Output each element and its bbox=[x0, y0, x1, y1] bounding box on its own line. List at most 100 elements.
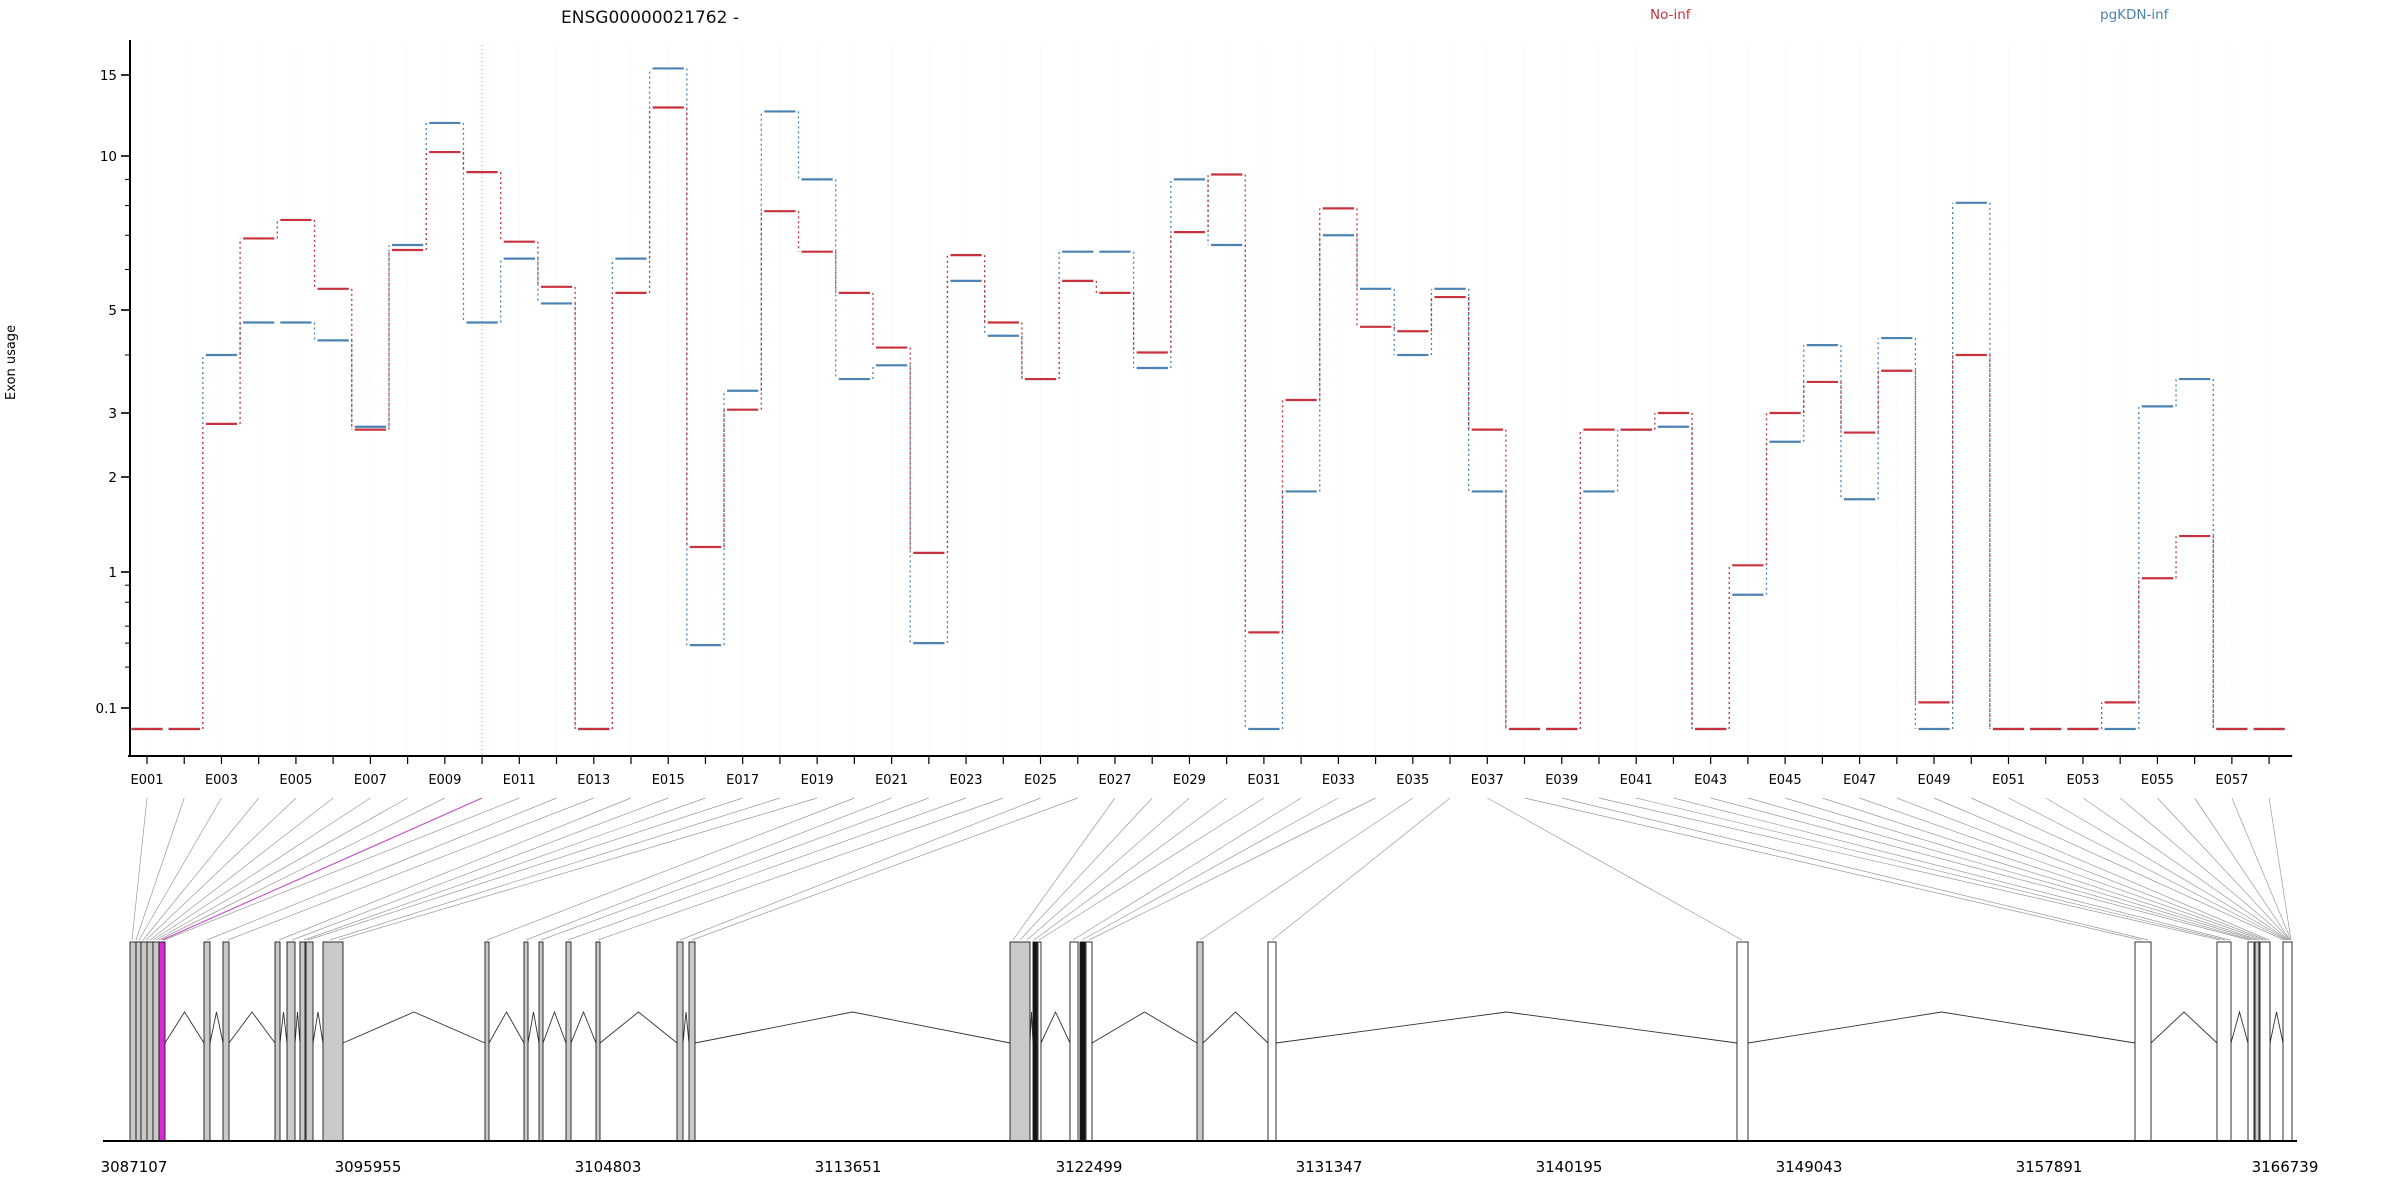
exon-box bbox=[274, 941, 281, 1142]
genomic-coordinate-label: 3113651 bbox=[815, 1158, 882, 1176]
intron-line bbox=[2269, 1011, 2284, 1044]
grid-lines bbox=[146, 45, 2270, 754]
exon-box bbox=[222, 941, 230, 1142]
fan-line bbox=[2231, 797, 2292, 941]
genomic-coordinate-label: 3131347 bbox=[1296, 1158, 1363, 1176]
fan-line bbox=[1012, 797, 1116, 941]
fan-lines bbox=[131, 797, 2292, 941]
exon-tick-label: E031 bbox=[1247, 773, 1280, 788]
exon-tick-label: E043 bbox=[1694, 773, 1727, 788]
genomic-coordinate-label: 3122499 bbox=[1056, 1158, 1123, 1176]
fan-line bbox=[1859, 797, 2264, 941]
fan-line bbox=[1038, 797, 1265, 941]
exon-tick-label: E041 bbox=[1620, 773, 1653, 788]
exon-tick-label: E015 bbox=[652, 773, 685, 788]
fan-line bbox=[1026, 797, 1190, 941]
exon-box bbox=[140, 941, 148, 1142]
fan-line bbox=[206, 797, 557, 941]
intron-line bbox=[542, 1010, 567, 1044]
intron-line bbox=[1202, 1011, 1269, 1044]
fan-line bbox=[152, 797, 371, 941]
fan-line bbox=[145, 797, 297, 941]
genomic-coordinate-label: 3166739 bbox=[2252, 1158, 2319, 1176]
exon-box bbox=[2247, 941, 2255, 1142]
fan-line bbox=[278, 797, 632, 941]
fan-line bbox=[303, 797, 706, 941]
page-title: ENSG00000021762 - bbox=[561, 8, 739, 28]
fan-line bbox=[1199, 797, 1414, 941]
genomic-coordinate-label: 3157891 bbox=[2016, 1158, 2083, 1176]
plot-axes: 0.1 1 2 3 5 10 15 E001 E003 E005 E007 E009 E011 E013 E… bbox=[96, 40, 2293, 788]
series-no-inf bbox=[131, 106, 2285, 731]
fan-line bbox=[691, 797, 1078, 941]
legend-item-no-inf: No-inf bbox=[1650, 7, 1691, 23]
intron-line bbox=[2150, 1011, 2218, 1044]
intron-line bbox=[2230, 1010, 2249, 1044]
exon-box bbox=[146, 941, 154, 1142]
fan-line bbox=[158, 797, 445, 941]
fan-line bbox=[1673, 797, 2231, 941]
exon-box bbox=[2254, 941, 2260, 1142]
intron-line bbox=[209, 1011, 224, 1044]
exon-tick-label: E011 bbox=[503, 773, 536, 788]
fan-line bbox=[1271, 797, 1451, 941]
exon-box bbox=[1009, 941, 1031, 1142]
genomic-coordinate-label: 3149043 bbox=[1776, 1158, 1843, 1176]
fan-line bbox=[1033, 797, 1227, 941]
fan-line bbox=[486, 797, 855, 941]
fan-line bbox=[1896, 797, 2267, 941]
exon-tick-label: E027 bbox=[1098, 773, 1131, 788]
exon-box bbox=[1079, 941, 1086, 1142]
gene-model: 3087107 3095955 3104803 3113651 3122499 31313… bbox=[101, 941, 2319, 1176]
intron-line bbox=[682, 1011, 690, 1044]
fan-line bbox=[1747, 797, 2253, 941]
exon-tick-label: E047 bbox=[1843, 773, 1876, 788]
exon-tick-label: E051 bbox=[1992, 773, 2025, 788]
exon-tick-label: E037 bbox=[1471, 773, 1504, 788]
highlight-fan-line bbox=[161, 797, 483, 941]
fan-line bbox=[338, 797, 818, 941]
fan-line bbox=[1081, 797, 1339, 941]
exon-tick-label: E005 bbox=[279, 773, 312, 788]
exon-box bbox=[286, 941, 296, 1142]
fan-line bbox=[540, 797, 929, 941]
exon-box bbox=[135, 941, 142, 1142]
intron-line bbox=[164, 1011, 205, 1044]
exon-tick-label: E007 bbox=[354, 773, 387, 788]
genomic-coordinate-label: 3104803 bbox=[575, 1158, 642, 1176]
genomic-coordinate-label: 3140195 bbox=[1536, 1158, 1603, 1176]
fan-line bbox=[135, 797, 185, 941]
fan-line bbox=[525, 797, 892, 941]
intron-line bbox=[570, 1010, 597, 1044]
legend-pgkdn-inf-label: pgKDN-inf bbox=[2100, 7, 2169, 23]
exon-tick-label: E017 bbox=[726, 773, 759, 788]
exon-box bbox=[1069, 941, 1079, 1142]
fan-line bbox=[149, 797, 334, 941]
fan-line bbox=[2119, 797, 2290, 941]
fan-line bbox=[2268, 797, 2292, 941]
y-tick-label: 15 bbox=[100, 68, 117, 84]
intron-line bbox=[1091, 1011, 1198, 1044]
fan-line bbox=[1785, 797, 2257, 941]
exon-tick-label: E009 bbox=[428, 773, 461, 788]
y-tick-label: 1 bbox=[108, 565, 117, 581]
exon-box bbox=[203, 941, 211, 1142]
exon-tick-label: E025 bbox=[1024, 773, 1057, 788]
exon-tick-label: E057 bbox=[2215, 773, 2248, 788]
y-tick-label: 2 bbox=[108, 470, 117, 486]
y-tick-label: 3 bbox=[108, 406, 117, 422]
intron-line bbox=[488, 1011, 525, 1044]
fan-line bbox=[1933, 797, 2270, 941]
intron-line bbox=[527, 1011, 540, 1044]
fan-line bbox=[1822, 797, 2260, 941]
exon-tick-label: E053 bbox=[2066, 773, 2099, 788]
exon-box bbox=[305, 941, 314, 1142]
legend-no-inf-label: No-inf bbox=[1650, 7, 1691, 23]
fan-line bbox=[2194, 797, 2291, 941]
exon-box bbox=[484, 941, 490, 1142]
series-pgkdn-inf bbox=[131, 67, 2285, 731]
exon-box bbox=[2134, 941, 2152, 1142]
intron-line bbox=[1029, 1011, 1034, 1044]
